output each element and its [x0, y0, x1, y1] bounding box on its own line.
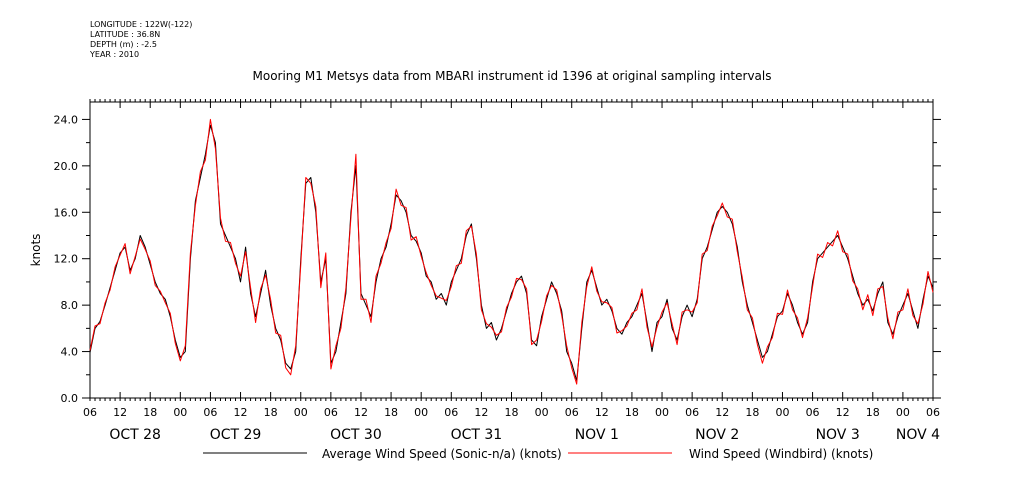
- x-day-label: OCT 29: [210, 427, 262, 443]
- legend-label-windbird: Wind Speed (Windbird) (knots): [689, 447, 873, 461]
- x-hour-label: 18: [384, 406, 398, 419]
- legend-label-average: Average Wind Speed (Sonic-n/a) (knots): [322, 447, 562, 461]
- x-hour-label: 00: [655, 406, 669, 419]
- x-hour-label: 18: [625, 406, 639, 419]
- y-tick-label: 24.0: [54, 113, 79, 126]
- x-hour-label: 12: [474, 406, 488, 419]
- x-hour-label: 00: [775, 406, 789, 419]
- x-hour-label: 12: [836, 406, 850, 419]
- x-axis-ticks: 06 12 18 00 06 12 18 00 06 12 18 00 06 12 18 00 06 12 18 00…: [83, 102, 940, 443]
- x-hour-label: 00: [294, 406, 308, 419]
- x-day-label: OCT 30: [330, 427, 382, 443]
- x-hour-label: 06: [324, 406, 338, 419]
- x-hour-label: 12: [595, 406, 609, 419]
- legend: Average Wind Speed (Sonic-n/a) (knots) W…: [203, 447, 873, 461]
- x-day-label: OCT 28: [109, 427, 161, 443]
- x-hour-label: 00: [173, 406, 187, 419]
- x-day-label: OCT 31: [451, 427, 503, 443]
- x-hour-label: 06: [806, 406, 820, 419]
- x-hour-label: 06: [203, 406, 217, 419]
- series-line-average-wind-speed: [89, 124, 934, 382]
- x-hour-label: 12: [113, 406, 127, 419]
- x-hour-label: 12: [715, 406, 729, 419]
- minor-ticks: [89, 99, 934, 401]
- x-hour-label: 12: [234, 406, 248, 419]
- x-day-label: NOV 2: [695, 427, 739, 443]
- y-tick-label: 16.0: [54, 206, 79, 219]
- x-hour-label: 18: [866, 406, 880, 419]
- x-hour-label: 18: [745, 406, 759, 419]
- y-tick-label: 20.0: [54, 160, 79, 173]
- x-hour-label: 06: [565, 406, 579, 419]
- x-hour-label: 06: [444, 406, 458, 419]
- x-hour-label: 12: [354, 406, 368, 419]
- depth-text: DEPTH (m) : -2.5: [90, 40, 157, 49]
- x-hour-label: 18: [505, 406, 519, 419]
- x-hour-label: 18: [264, 406, 278, 419]
- x-hour-label: 00: [896, 406, 910, 419]
- latitude-text: LATITUDE : 36.8N: [90, 30, 161, 39]
- y-axis-label: knots: [29, 234, 43, 267]
- x-hour-label: 06: [926, 406, 940, 419]
- x-day-label: NOV 4: [896, 427, 940, 443]
- x-hour-label: 06: [685, 406, 699, 419]
- x-hour-label: 00: [535, 406, 549, 419]
- x-hour-label: 06: [83, 406, 97, 419]
- series-line-windbird-wind-speed: [89, 118, 934, 385]
- y-tick-label: 12.0: [54, 253, 79, 266]
- series-layer: [89, 118, 934, 385]
- y-tick-label: 4.0: [61, 346, 79, 359]
- x-day-label: NOV 1: [575, 427, 619, 443]
- x-hour-label: 18: [143, 406, 157, 419]
- station-metadata: LONGITUDE : 122W(-122) LATITUDE : 36.8N …: [90, 20, 192, 60]
- y-tick-label: 0.0: [61, 392, 79, 405]
- plot-frame: [89, 101, 934, 399]
- year-text: YEAR : 2010: [90, 50, 140, 59]
- longitude-text: LONGITUDE : 122W(-122): [90, 20, 193, 29]
- chart-title: Mooring M1 Metsys data from MBARI instru…: [253, 69, 772, 83]
- y-axis-ticks: 0.0 4.0 8.0 12.0 16.0 20.0 24.0: [54, 113, 941, 405]
- x-day-label: NOV 3: [816, 427, 860, 443]
- y-tick-label: 8.0: [61, 299, 79, 312]
- x-hour-label: 00: [414, 406, 428, 419]
